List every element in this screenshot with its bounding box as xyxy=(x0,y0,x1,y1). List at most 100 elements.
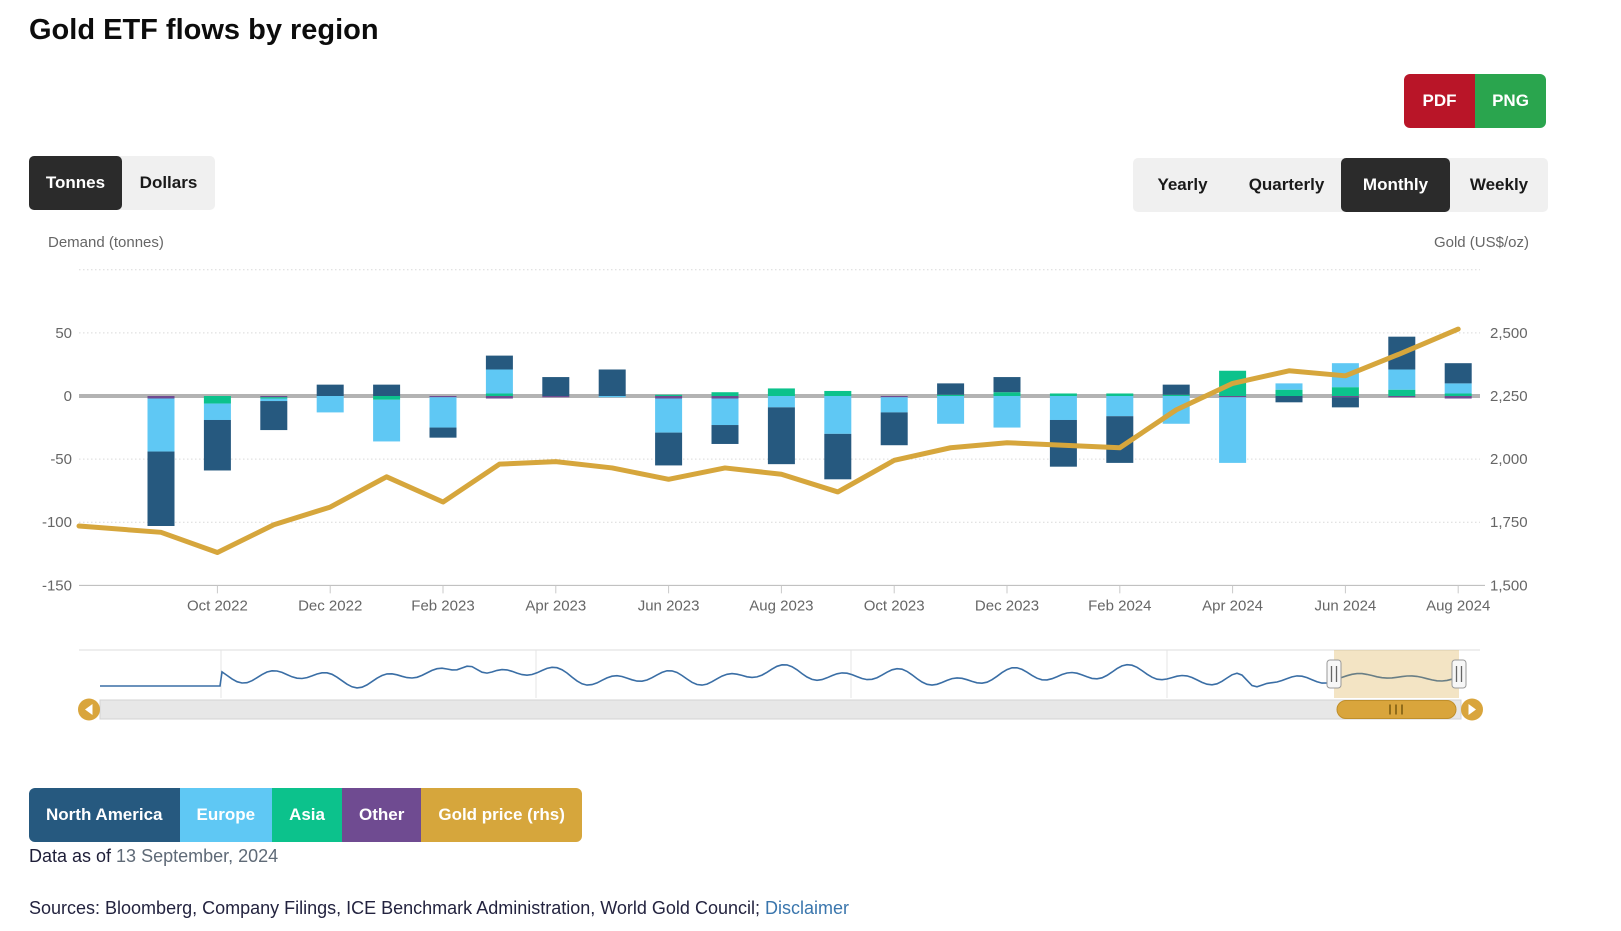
x-axis-tick-label: Dec 2022 xyxy=(298,597,362,614)
bar-segment-other xyxy=(655,396,683,399)
legend-item-other[interactable]: Other xyxy=(342,788,422,842)
export-png-button[interactable]: PNG xyxy=(1475,74,1546,128)
scrollbar-left-arrow-button[interactable] xyxy=(78,698,100,721)
bar-segment-asia xyxy=(1331,387,1359,396)
bar-segment-europe xyxy=(260,398,288,402)
bar-segment-europe xyxy=(655,398,683,433)
legend-item-asia[interactable]: Asia xyxy=(272,788,342,842)
bar-segment-north-america xyxy=(1331,397,1359,408)
left-axis-tick-label: 0 xyxy=(64,388,72,405)
frequency-toggle-quarterly[interactable]: Quarterly xyxy=(1248,175,1325,194)
bar-segment-europe xyxy=(203,403,231,420)
unit-toggle-tonnes[interactable]: Tonnes xyxy=(29,156,122,210)
bar-segment-asia xyxy=(260,397,288,399)
navigator-handle-left[interactable] xyxy=(1326,659,1342,689)
bar-segment-north-america xyxy=(147,451,175,527)
range-navigator xyxy=(78,649,1483,721)
bar-segment-asia xyxy=(203,396,231,404)
bar-segment-europe xyxy=(485,369,513,394)
data-as-of-date: 13 September, 2024 xyxy=(116,846,279,866)
x-axis-tick-label: Apr 2024 xyxy=(1202,597,1263,614)
unit-toggle-dollars[interactable]: Dollars xyxy=(139,173,198,192)
bar-segment-other xyxy=(1331,396,1359,398)
right-axis-tick-label: 1,500 xyxy=(1490,577,1528,594)
frequency-toggle-weekly[interactable]: Weekly xyxy=(1469,175,1529,194)
navigator-handle-right[interactable] xyxy=(1451,659,1467,689)
sources-text: Sources: Bloomberg, Company Filings, ICE… xyxy=(29,898,765,918)
page-title: Gold ETF flows by region xyxy=(29,14,379,46)
bar-segment-europe xyxy=(1049,396,1077,420)
right-axis-tick-label: 2,500 xyxy=(1490,325,1528,342)
bar-segment-north-america xyxy=(260,401,288,431)
x-axis-tick-label: Jun 2023 xyxy=(638,597,700,614)
bar-segment-europe xyxy=(937,396,965,424)
x-axis-tick-label: Aug 2023 xyxy=(749,597,813,614)
legend-item-north-america[interactable]: North America xyxy=(29,788,180,842)
bar-segment-europe xyxy=(880,397,908,413)
bar-segment-europe xyxy=(1219,397,1247,463)
disclaimer-link[interactable]: Disclaimer xyxy=(764,898,849,918)
bar-segment-asia xyxy=(1388,389,1416,396)
scrollbar-thumb[interactable] xyxy=(1336,700,1457,719)
bar-segment-other xyxy=(147,396,175,399)
bar-segment-north-america xyxy=(1444,363,1472,384)
frequency-toggle-group: Yearly Quarterly Monthly Weekly xyxy=(1133,158,1548,212)
bar-segment-north-america xyxy=(429,427,457,438)
chart-legend: North America Europe Asia Other Gold pri… xyxy=(29,788,582,842)
frequency-toggle-yearly[interactable]: Yearly xyxy=(1157,175,1208,194)
right-axis-title: Gold (US$/oz) xyxy=(1433,234,1529,251)
scrollbar-track[interactable] xyxy=(99,699,1462,720)
bar-segment-other xyxy=(485,396,513,399)
bar-segment-asia xyxy=(373,396,401,400)
x-axis-tick-label: Feb 2024 xyxy=(1088,597,1151,614)
gold-price-line xyxy=(76,326,1461,556)
bar-segment-other xyxy=(260,396,288,398)
unit-toggle-group: Tonnes Dollars xyxy=(29,156,215,210)
bar-segment-asia xyxy=(1049,393,1077,396)
main-chart-canvas: 50 0 -50 -100 -150 2,500 2,250 2,000 1,750 1,500 O… xyxy=(42,269,1528,614)
bar-segment-asia xyxy=(1162,394,1190,396)
bar-segment-europe xyxy=(1444,383,1472,394)
bar-segment-asia xyxy=(767,388,795,396)
left-axis-title: Demand (tonnes) xyxy=(48,234,164,251)
x-axis-tick-label: Feb 2023 xyxy=(411,597,474,614)
bar-segment-other xyxy=(1388,396,1416,398)
data-as-of-line: Data as of 13 September, 2024 xyxy=(29,846,278,867)
navigator-selected-range[interactable] xyxy=(1334,650,1459,698)
right-axis-tick-label: 1,750 xyxy=(1490,514,1528,531)
legend-item-gold-price[interactable]: Gold price (rhs) xyxy=(421,788,582,842)
bar-segment-north-america xyxy=(542,377,570,396)
left-axis-tick-label: 50 xyxy=(55,325,72,342)
bar-segment-asia xyxy=(655,394,683,396)
bar-segment-north-america xyxy=(824,433,852,480)
x-axis-tick-label: Jun 2024 xyxy=(1315,597,1377,614)
bar-segment-north-america xyxy=(880,412,908,446)
data-as-of-label: Data as of xyxy=(29,846,117,866)
left-axis-tick-label: -150 xyxy=(42,577,72,594)
x-axis-tick-label: Apr 2023 xyxy=(525,597,586,614)
bar-segment-europe xyxy=(1388,369,1416,390)
bar-segment-asia xyxy=(1275,389,1303,396)
bar-segment-other xyxy=(711,396,739,399)
right-axis-tick-label: 2,250 xyxy=(1490,388,1528,405)
bar-segment-asia xyxy=(711,392,739,396)
bar-segment-north-america xyxy=(203,419,231,471)
bar-segment-north-america xyxy=(485,355,513,370)
scrollbar-right-arrow-button[interactable] xyxy=(1461,698,1483,721)
right-axis-tick-label: 2,000 xyxy=(1490,451,1528,468)
bar-segment-europe xyxy=(598,396,626,398)
legend-item-europe[interactable]: Europe xyxy=(179,788,273,842)
bar-segment-other xyxy=(542,396,570,398)
bar-segment-europe xyxy=(373,399,401,442)
bar-segment-europe xyxy=(824,396,852,434)
bar-segment-europe xyxy=(711,398,739,426)
left-axis-tick-label: -50 xyxy=(50,451,72,468)
bar-segment-europe xyxy=(993,396,1021,428)
left-axis-tick-label: -100 xyxy=(42,514,72,531)
export-pdf-button[interactable]: PDF xyxy=(1404,74,1475,128)
x-axis-tick-label: Oct 2023 xyxy=(864,597,925,614)
frequency-toggle-monthly[interactable]: Monthly xyxy=(1341,158,1450,212)
bar-segment-north-america xyxy=(767,407,795,465)
x-axis-tick-label: Oct 2022 xyxy=(187,597,248,614)
